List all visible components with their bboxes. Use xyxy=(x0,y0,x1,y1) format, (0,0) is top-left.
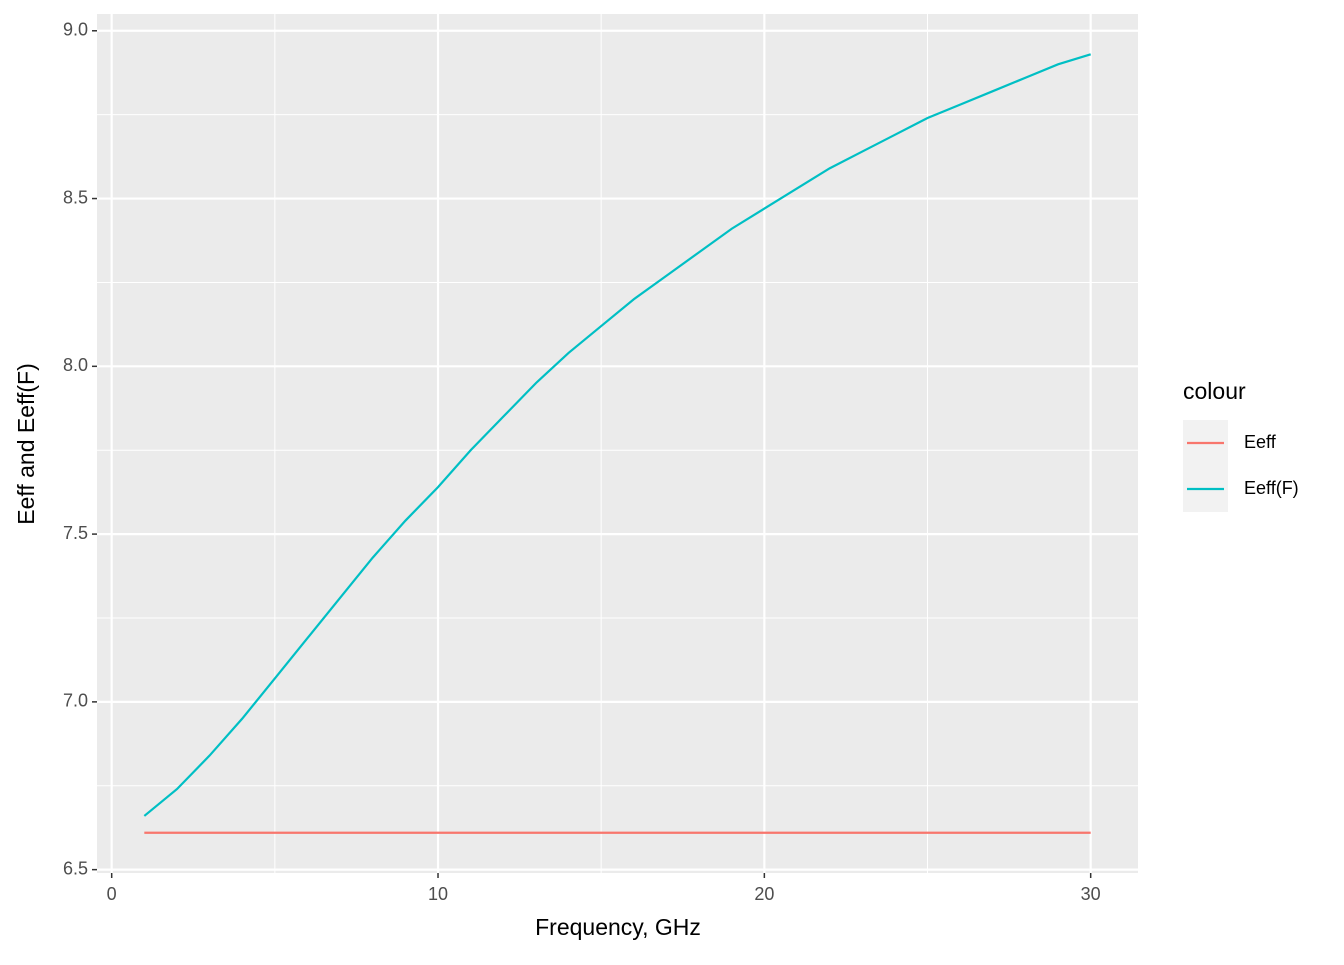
x-tick-label: 0 xyxy=(107,884,117,904)
line xyxy=(143,53,1092,817)
legend-label: Eeff xyxy=(1244,432,1277,452)
legend-label: Eeff(F) xyxy=(1244,478,1299,498)
y-tick-label: 7.5 xyxy=(63,523,88,543)
y-tick-label: 9.0 xyxy=(63,20,88,40)
legend-title: colour xyxy=(1183,378,1246,404)
x-tick-label: 10 xyxy=(428,884,448,904)
x-axis-title: Frequency, GHz xyxy=(535,914,701,940)
y-tick-label: 8.0 xyxy=(63,355,88,375)
x-tick-label: 20 xyxy=(754,884,774,904)
y-tick-label: 7.0 xyxy=(63,691,88,711)
plot-panel xyxy=(97,14,1138,873)
y-tick-label: 6.5 xyxy=(63,858,88,878)
x-tick-label: 30 xyxy=(1081,884,1101,904)
y-axis-title: Eeff and Eeff(F) xyxy=(13,363,39,525)
y-tick-label: 8.5 xyxy=(63,187,88,207)
legend-key-background xyxy=(1183,420,1228,512)
